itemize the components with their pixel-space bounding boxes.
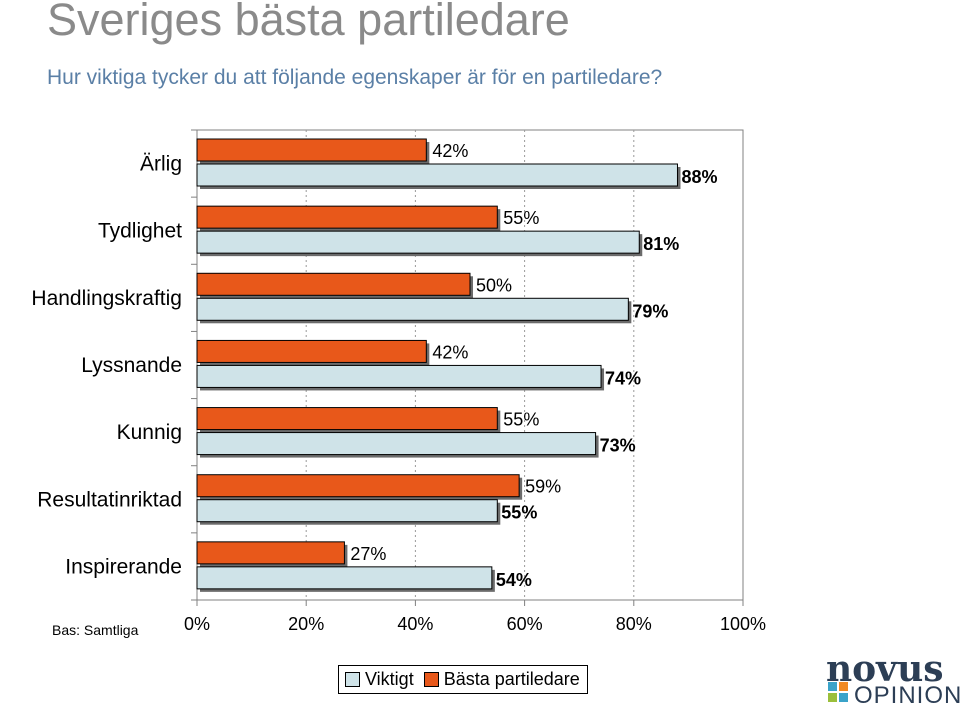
data-label-basta: 42%: [432, 342, 468, 362]
bar-viktigt: [196, 230, 640, 254]
data-label-basta: 50%: [476, 275, 512, 295]
bar-basta-partiledare: [196, 407, 498, 431]
novus-opinion-logo: novus OPINION: [826, 648, 960, 709]
legend-label-basta: Bästa partiledare: [443, 669, 580, 689]
data-label-basta: 27%: [350, 544, 386, 564]
x-tick-label: 100%: [720, 614, 766, 634]
data-label-viktigt: 88%: [681, 167, 717, 187]
category-label: Resultatinriktad: [37, 488, 182, 511]
category-label: Kunnig: [117, 421, 182, 444]
bar-basta-partiledare: [196, 205, 498, 229]
legend-item-viktigt: Viktigt: [345, 669, 414, 690]
bar-viktigt: [196, 364, 602, 388]
category-label: Inspirerande: [65, 555, 182, 578]
data-label-viktigt: 81%: [643, 234, 679, 254]
bar-basta-partiledare: [196, 339, 427, 363]
bar-basta-partiledare: [196, 474, 520, 498]
chart-title: Sveriges bästa partiledare: [47, 0, 570, 45]
legend-label-viktigt: Viktigt: [365, 669, 414, 689]
data-label-basta: 59%: [525, 477, 561, 497]
category-label: Tydlighet: [98, 220, 182, 243]
legend: Viktigt Bästa partiledare: [338, 665, 588, 694]
logo-text-opinion: OPINION: [854, 682, 960, 709]
bar-viktigt: [196, 163, 678, 187]
data-label-basta: 55%: [503, 410, 539, 430]
data-label-viktigt: 79%: [632, 301, 668, 321]
bar-viktigt: [196, 432, 597, 456]
data-label-viktigt: 55%: [501, 503, 537, 523]
legend-swatch-viktigt: [345, 672, 360, 687]
data-label-viktigt: 74%: [605, 368, 641, 388]
category-label: Handlingskraftig: [31, 287, 182, 310]
category-label: Ärlig: [140, 153, 182, 176]
x-tick-label: 20%: [288, 614, 324, 634]
bar-basta-partiledare: [196, 541, 345, 565]
bar-basta-partiledare: [196, 272, 471, 296]
data-label-basta: 55%: [503, 208, 539, 228]
x-tick-label: 80%: [616, 614, 652, 634]
data-label-viktigt: 73%: [600, 436, 636, 456]
bar-viktigt: [196, 297, 629, 321]
bar-viktigt: [196, 566, 493, 590]
legend-swatch-basta: [423, 672, 439, 687]
legend-item-basta: Bästa partiledare: [423, 669, 580, 690]
base-note: Bas: Samtliga: [52, 622, 139, 638]
x-tick-label: 40%: [397, 614, 433, 634]
x-tick-label: 0%: [184, 614, 210, 634]
x-tick-label: 60%: [507, 614, 543, 634]
chart-subtitle: Hur viktiga tycker du att följande egens…: [47, 66, 663, 89]
bar-viktigt: [196, 499, 498, 523]
category-label: Lyssnande: [81, 354, 182, 377]
data-label-viktigt: 54%: [496, 570, 532, 590]
bar-basta-partiledare: [196, 138, 427, 162]
logo-dots-icon: [828, 682, 848, 702]
data-label-basta: 42%: [432, 141, 468, 161]
